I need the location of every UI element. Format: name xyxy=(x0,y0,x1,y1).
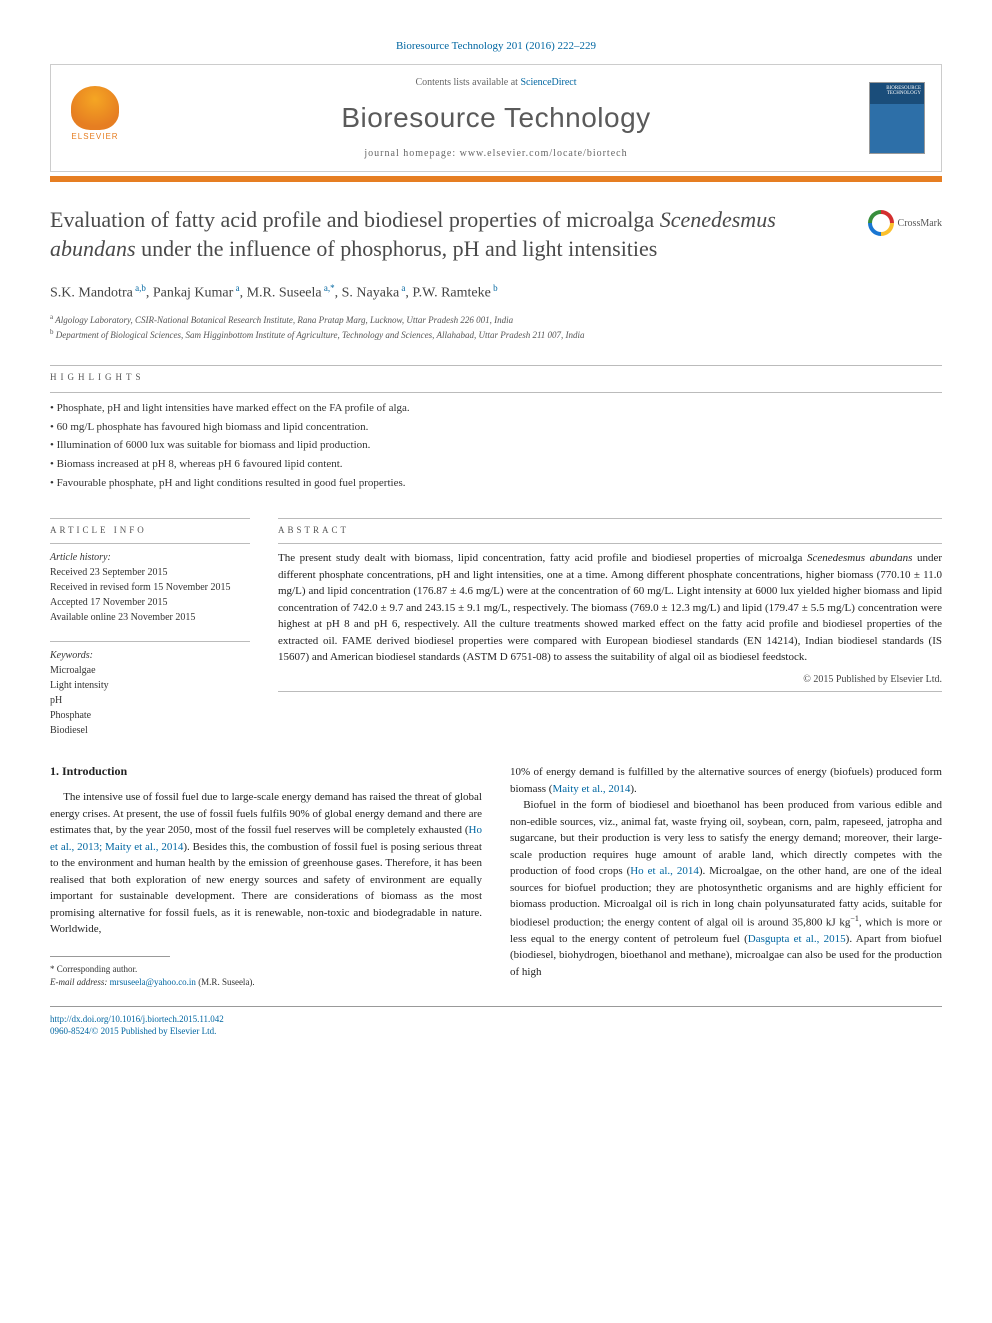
footnote-block: * Corresponding author. E-mail address: … xyxy=(50,963,482,990)
doi-line[interactable]: http://dx.doi.org/10.1016/j.biortech.201… xyxy=(50,1013,942,1026)
intro-para-2: 10% of energy demand is fulfilled by the… xyxy=(510,764,942,797)
authors-line: S.K. Mandotra a,b, Pankaj Kumar a, M.R. … xyxy=(50,283,942,302)
keyword-item: Phosphate xyxy=(50,708,250,723)
abstract-column: ABSTRACT The present study dealt with bi… xyxy=(278,512,942,738)
affiliation-line: b Department of Biological Sciences, Sam… xyxy=(50,327,942,343)
abstract-text: The present study dealt with biomass, li… xyxy=(278,550,942,666)
journal-cover-thumbnail[interactable]: BIORESOURCE TECHNOLOGY xyxy=(869,82,925,154)
highlight-item: Phosphate, pH and light intensities have… xyxy=(50,399,942,418)
p3-sup: −1 xyxy=(850,914,859,923)
highlights-label: HIGHLIGHTS xyxy=(50,372,942,382)
hr-highlights-top xyxy=(50,365,942,366)
page-root: Bioresource Technology 201 (2016) 222–22… xyxy=(0,0,992,1078)
article-info-label: ARTICLE INFO xyxy=(50,525,250,535)
citation-text[interactable]: Bioresource Technology 201 (2016) 222–22… xyxy=(396,40,596,52)
abstract-pre: The present study dealt with biomass, li… xyxy=(278,552,807,564)
elsevier-tree-icon xyxy=(71,86,119,130)
corresponding-author: * Corresponding author. xyxy=(50,963,482,977)
body-col-left: 1. Introduction The intensive use of fos… xyxy=(50,764,482,990)
article-history: Article history: Received 23 September 2… xyxy=(50,550,250,625)
email-address[interactable]: mrsuseela@yahoo.co.in xyxy=(110,977,196,987)
intro-para-1: The intensive use of fossil fuel due to … xyxy=(50,789,482,938)
abstract-post: under different phosphate concentrations… xyxy=(278,552,942,663)
email-label: E-mail address: xyxy=(50,977,110,987)
homepage-prefix: journal homepage: xyxy=(364,148,459,159)
hr-abstract-under xyxy=(278,543,942,544)
author-name: S.K. Mandotra xyxy=(50,286,133,301)
abstract-copyright: © 2015 Published by Elsevier Ltd. xyxy=(278,674,942,685)
keyword-item: pH xyxy=(50,693,250,708)
author-sup: a,b xyxy=(133,283,146,293)
elsevier-logo[interactable]: ELSEVIER xyxy=(67,86,123,150)
author-sup: a,* xyxy=(322,283,335,293)
highlight-item: Biomass increased at pH 8, whereas pH 6 … xyxy=(50,455,942,474)
hr-abstract-bottom xyxy=(278,691,942,692)
body-columns: 1. Introduction The intensive use of fos… xyxy=(50,764,942,990)
history-label: Article history: xyxy=(50,550,250,565)
journal-name: Bioresource Technology xyxy=(67,102,925,134)
keyword-item: Biodiesel xyxy=(50,723,250,738)
cite-dasgupta-2015[interactable]: Dasgupta et al., 2015 xyxy=(748,933,846,945)
abstract-species: Scenedesmus abundans xyxy=(807,552,912,564)
footnote-separator xyxy=(50,956,170,957)
history-line: Accepted 17 November 2015 xyxy=(50,595,250,610)
title-pre: Evaluation of fatty acid profile and bio… xyxy=(50,207,660,232)
highlight-item: Favourable phosphate, pH and light condi… xyxy=(50,474,942,493)
hr-highlights-under xyxy=(50,392,942,393)
footer-separator xyxy=(50,1006,942,1007)
cover-text: BIORESOURCE TECHNOLOGY xyxy=(870,83,924,99)
citation-bar: Bioresource Technology 201 (2016) 222–22… xyxy=(50,40,942,52)
homepage-line: journal homepage: www.elsevier.com/locat… xyxy=(67,148,925,159)
hr-keywords-top xyxy=(50,641,250,642)
homepage-url[interactable]: www.elsevier.com/locate/biortech xyxy=(460,148,628,159)
elsevier-label: ELSEVIER xyxy=(67,132,123,141)
hr-info-top xyxy=(50,518,250,519)
contents-line: Contents lists available at ScienceDirec… xyxy=(67,77,925,88)
history-line: Received 23 September 2015 xyxy=(50,565,250,580)
author-name: , P.W. Ramteke xyxy=(405,286,490,301)
highlight-item: 60 mg/L phosphate has favoured high biom… xyxy=(50,418,942,437)
author-name: , S. Nayaka xyxy=(335,286,400,301)
intro-para-3: Biofuel in the form of biodiesel and bio… xyxy=(510,797,942,980)
crossmark-text: CrossMark xyxy=(898,218,942,229)
p1a: The intensive use of fossil fuel due to … xyxy=(50,791,482,836)
sciencedirect-link[interactable]: ScienceDirect xyxy=(520,77,576,88)
hr-abstract-top xyxy=(278,518,942,519)
article-title: Evaluation of fatty acid profile and bio… xyxy=(50,206,942,263)
intro-heading: 1. Introduction xyxy=(50,764,482,779)
highlights-list: Phosphate, pH and light intensities have… xyxy=(50,399,942,492)
journal-header: ELSEVIER BIORESOURCE TECHNOLOGY Contents… xyxy=(50,64,942,172)
cite-ho-2014[interactable]: Ho et al., 2014 xyxy=(630,865,699,877)
crossmark-icon xyxy=(868,210,894,236)
history-line: Available online 23 November 2015 xyxy=(50,610,250,625)
keyword-item: Microalgae xyxy=(50,663,250,678)
p1b: ). Besides this, the combustion of fossi… xyxy=(50,841,482,936)
info-abstract-row: ARTICLE INFO Article history: Received 2… xyxy=(50,512,942,738)
crossmark-badge[interactable]: CrossMark xyxy=(868,210,942,236)
affiliations: a Algology Laboratory, CSIR-National Bot… xyxy=(50,312,942,343)
author-sup: b xyxy=(491,283,498,293)
email-line: E-mail address: mrsuseela@yahoo.co.in (M… xyxy=(50,976,482,990)
orange-separator xyxy=(50,176,942,182)
p2b: ). xyxy=(630,783,636,795)
issn-line: 0960-8524/© 2015 Published by Elsevier L… xyxy=(50,1025,942,1038)
history-line: Received in revised form 15 November 201… xyxy=(50,580,250,595)
author-name: , Pankaj Kumar xyxy=(146,286,233,301)
contents-prefix: Contents lists available at xyxy=(415,77,520,88)
title-section: Evaluation of fatty acid profile and bio… xyxy=(50,206,942,263)
keywords-block: Keywords: MicroalgaeLight intensitypHPho… xyxy=(50,648,250,738)
abstract-label: ABSTRACT xyxy=(278,525,942,535)
email-owner: (M.R. Suseela). xyxy=(196,977,255,987)
affiliation-line: a Algology Laboratory, CSIR-National Bot… xyxy=(50,312,942,328)
cite-maity-2014[interactable]: Maity et al., 2014 xyxy=(552,783,630,795)
keyword-item: Light intensity xyxy=(50,678,250,693)
hr-info-under xyxy=(50,543,250,544)
author-name: , M.R. Suseela xyxy=(240,286,322,301)
body-col-right: 10% of energy demand is fulfilled by the… xyxy=(510,764,942,990)
highlight-item: Illumination of 6000 lux was suitable fo… xyxy=(50,436,942,455)
article-info-column: ARTICLE INFO Article history: Received 2… xyxy=(50,512,250,738)
keywords-label: Keywords: xyxy=(50,648,250,663)
title-post: under the influence of phosphorus, pH an… xyxy=(136,236,658,261)
